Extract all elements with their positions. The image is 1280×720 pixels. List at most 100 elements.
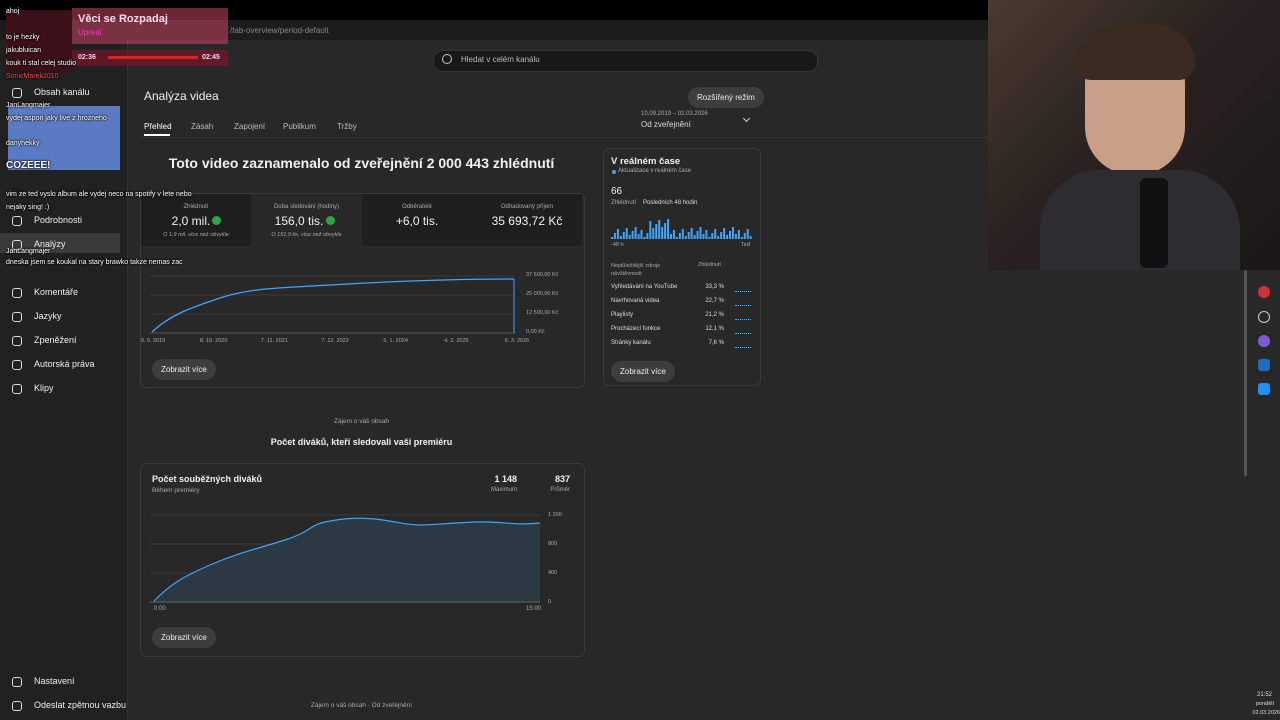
browser-tabs [0, 0, 1280, 20]
revenue-chart [150, 275, 515, 334]
side-icon[interactable] [1258, 335, 1270, 347]
realtime-bar-decor [631, 231, 634, 239]
tab-active[interactable]: Přehled [144, 122, 172, 131]
chat-message: JanLangmajer [6, 102, 51, 109]
viewers-line [153, 517, 541, 602]
realtime-bar-decor [670, 234, 672, 239]
tab[interactable]: Publikum [283, 122, 316, 131]
realtime-bar-decor [619, 236, 622, 239]
tab[interactable]: Zapojení [234, 122, 266, 131]
realtime-bar-decor [726, 235, 729, 239]
section-heading: Počet diváků, kteří sledovali vaši premi… [270, 437, 453, 447]
realtime-bar-decor [634, 227, 637, 239]
show-more-button[interactable]: Zobrazit více [152, 627, 216, 648]
scrollbar[interactable] [1244, 270, 1247, 476]
chat-message: nejaky sing! :) [6, 204, 50, 211]
side-icon[interactable] [1258, 286, 1270, 298]
source-sparkline [735, 286, 751, 292]
source-sparkline [735, 328, 751, 334]
nav-item[interactable]: Obsah kanálu [12, 87, 90, 98]
axis-label: 1 200 [548, 512, 562, 518]
realtime-period[interactable]: Posledních 48 hodin [643, 200, 698, 206]
chat-message: SonicMarek2010 [6, 73, 59, 80]
realtime-bar-decor [652, 228, 655, 239]
clock-date: 02.03.2026 [1252, 710, 1280, 716]
realtime-bar-decor [729, 231, 731, 239]
premiere-title: Počet souběžných diváků [152, 474, 263, 484]
webcam-mic [1140, 178, 1168, 268]
axis-label: -48 h [611, 242, 624, 248]
chat-message: dneska jsem se koukal na stary brawko ta… [6, 259, 183, 266]
up-indicator [326, 216, 335, 225]
realtime-bar-decor [637, 234, 640, 239]
chat-message: kouk ti stal celej studio [6, 60, 77, 67]
realtime-title: V reálném čase [611, 156, 681, 167]
axis-label: Teď [741, 242, 751, 248]
side-icon[interactable] [1258, 383, 1270, 395]
metric-value: 35 693,72 Kč [491, 214, 563, 228]
footer-label: Zájem o váš obsah · Od zveřejnění [310, 702, 413, 709]
nav-item[interactable]: Odeslat zpětnou vazbu [12, 700, 126, 711]
nav-item[interactable]: Komentáře [12, 287, 78, 298]
realtime-bar-decor [746, 229, 749, 239]
music-title: Věci se Rozpadaj [78, 13, 168, 25]
chat-message: vim ze ted vyslo album ale vydej neco na… [6, 191, 192, 198]
viewers-area [154, 518, 540, 602]
nav-item[interactable]: Nastavení [12, 676, 75, 687]
realtime-bar-decor [714, 229, 717, 239]
realtime-bar-decor [723, 228, 726, 239]
music-widget [72, 8, 228, 44]
nav-item[interactable]: Podrobnosti [12, 215, 82, 226]
side-icon[interactable] [1258, 359, 1270, 371]
side-icon[interactable] [1258, 311, 1270, 323]
axis-label: 7. 11. 2021 [260, 338, 288, 344]
realtime-bar-decor [661, 227, 664, 239]
metric-bg [472, 194, 582, 246]
stat-value: 837 [554, 474, 570, 484]
sources-header: Zhlédnutí [698, 262, 721, 268]
metric-active-bg [141, 194, 251, 246]
album-art [6, 10, 72, 72]
search-box[interactable] [433, 50, 818, 72]
period-select[interactable]: Od zveřejnění [641, 120, 691, 129]
tab[interactable]: Tržby [337, 122, 357, 131]
axis-label: 15:00 [526, 606, 542, 612]
source-sparkline [735, 300, 751, 306]
clock-time: 21:52 [1256, 692, 1272, 698]
show-more-button[interactable]: Zobrazit více [152, 359, 216, 380]
nav-item[interactable]: Autorská práva [12, 359, 95, 370]
realtime-bar-decor [717, 236, 720, 239]
realtime-subtitle: Aktualizace v reálném čase [618, 168, 692, 174]
axis-label: 37 500,00 Kč [526, 272, 559, 278]
nav-item[interactable]: Zpeněžení [12, 335, 77, 346]
up-indicator [212, 216, 221, 225]
tab-underline [144, 134, 170, 136]
address-bar[interactable] [0, 20, 1000, 40]
chat-message: JanLangmajer [6, 248, 51, 255]
source-value: 12,1 % [705, 326, 724, 332]
date-range: 10.09.2019 – 02.03.2026 [641, 111, 708, 117]
axis-label: 25 000,00 Kč [526, 291, 559, 297]
axis-label: 4. 2. 2025 [444, 338, 469, 344]
source-name: Playlisty [611, 312, 634, 318]
realtime-bar-decor [678, 233, 681, 239]
tab[interactable]: Zásah [191, 122, 214, 131]
realtime-count: 66 [611, 186, 623, 197]
show-more-button[interactable]: Zobrazit více [611, 361, 675, 382]
nav-item[interactable]: Jazyky [12, 311, 62, 322]
realtime-bar-decor [625, 228, 628, 239]
page-title: Analýza videa [144, 89, 219, 103]
advanced-mode-button[interactable]: Rozšířený režim [688, 87, 764, 108]
realtime-bars [611, 219, 752, 239]
nav-item-active[interactable]: Analýzy [12, 239, 66, 250]
realtime-bar-decor [684, 236, 687, 239]
webcam-hair [1075, 25, 1195, 80]
realtime-bar-decor [743, 233, 746, 239]
axis-label: 6. 3. 2026 [504, 338, 530, 344]
nav-item[interactable]: Klipy [12, 383, 54, 394]
metric-label: Doba sledování (hodiny) [273, 204, 340, 210]
realtime-bar-decor [672, 230, 675, 239]
realtime-bar-decor [640, 230, 643, 239]
realtime-bar-decor [664, 223, 667, 239]
realtime-bar-decor [690, 228, 693, 239]
